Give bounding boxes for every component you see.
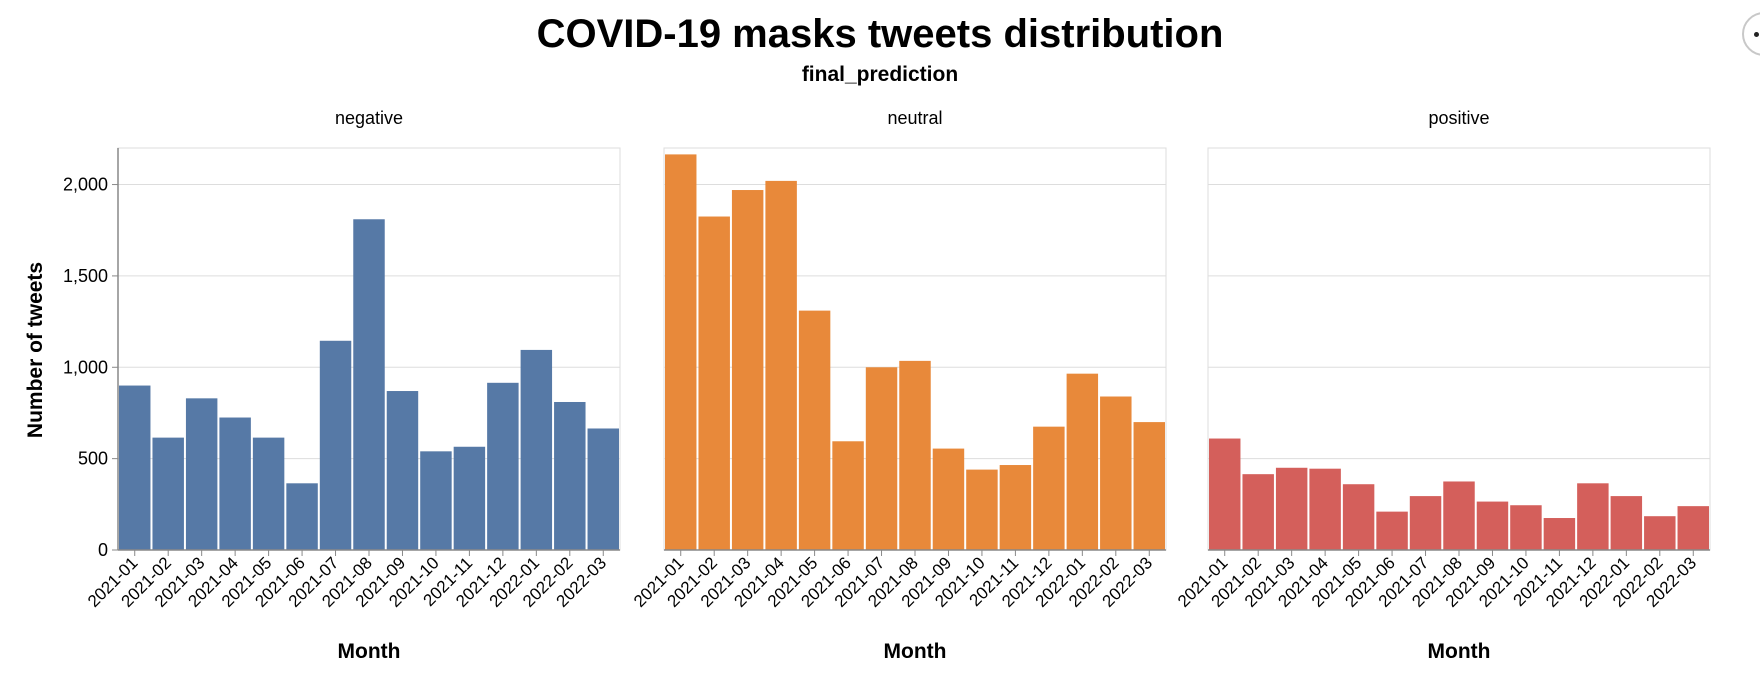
x-axis-label: Month bbox=[338, 640, 401, 663]
bar[interactable] bbox=[353, 219, 385, 550]
bar[interactable] bbox=[119, 385, 151, 550]
bar[interactable] bbox=[1242, 474, 1274, 550]
chart-panels: negative2021-012021-022021-032021-042021… bbox=[63, 108, 1711, 663]
bar[interactable] bbox=[899, 360, 931, 550]
y-axis-label: Number of tweets bbox=[24, 262, 47, 438]
facet-label: positive bbox=[1428, 108, 1489, 128]
bar[interactable] bbox=[1577, 483, 1609, 550]
bar[interactable] bbox=[1677, 506, 1709, 550]
bar[interactable] bbox=[1443, 481, 1475, 550]
bar[interactable] bbox=[1376, 511, 1408, 550]
panel-positive: positive2021-012021-022021-032021-042021… bbox=[1174, 108, 1711, 663]
bar[interactable] bbox=[698, 216, 730, 551]
bar[interactable] bbox=[286, 483, 318, 550]
bar[interactable] bbox=[999, 465, 1032, 550]
bar[interactable] bbox=[765, 180, 797, 550]
bar[interactable] bbox=[932, 448, 965, 550]
x-axis-label: Month bbox=[884, 640, 947, 663]
panel-negative: negative2021-012021-022021-032021-042021… bbox=[63, 108, 621, 663]
bar[interactable] bbox=[1033, 426, 1065, 550]
bar[interactable] bbox=[386, 391, 419, 550]
bar[interactable] bbox=[865, 367, 898, 550]
bar[interactable] bbox=[1476, 501, 1509, 550]
bar[interactable] bbox=[1100, 396, 1132, 550]
bar[interactable] bbox=[1066, 373, 1099, 550]
bar[interactable] bbox=[319, 340, 352, 550]
chart-title: COVID-19 masks tweets distribution bbox=[537, 12, 1224, 56]
bar[interactable] bbox=[665, 154, 697, 551]
bar[interactable] bbox=[1275, 467, 1308, 550]
bar[interactable] bbox=[587, 428, 619, 550]
bar[interactable] bbox=[1409, 496, 1442, 550]
panel-neutral: neutral2021-012021-022021-032021-042021-… bbox=[630, 108, 1167, 663]
bar[interactable] bbox=[1309, 468, 1341, 550]
bar[interactable] bbox=[966, 469, 998, 550]
bar[interactable] bbox=[219, 417, 251, 550]
ellipsis-icon bbox=[1754, 32, 1759, 37]
y-tick-label: 0 bbox=[98, 540, 108, 560]
bar[interactable] bbox=[1543, 518, 1576, 550]
facet-label: negative bbox=[335, 108, 403, 128]
bar[interactable] bbox=[185, 398, 218, 550]
bar[interactable] bbox=[487, 382, 519, 550]
x-axis-label: Month bbox=[1428, 640, 1491, 663]
bar[interactable] bbox=[1644, 516, 1676, 550]
bar[interactable] bbox=[1510, 505, 1542, 550]
bar[interactable] bbox=[152, 437, 184, 550]
bar[interactable] bbox=[1209, 438, 1241, 550]
bar[interactable] bbox=[731, 190, 764, 550]
bar[interactable] bbox=[453, 446, 486, 550]
y-tick-label: 500 bbox=[78, 449, 108, 469]
bar[interactable] bbox=[252, 437, 285, 550]
bar[interactable] bbox=[1133, 422, 1165, 550]
y-tick-label: 1,500 bbox=[63, 266, 108, 286]
bar[interactable] bbox=[554, 401, 586, 550]
bar[interactable] bbox=[520, 349, 553, 550]
bar[interactable] bbox=[1610, 496, 1643, 550]
y-tick-label: 1,000 bbox=[63, 357, 108, 377]
y-tick-label: 2,000 bbox=[63, 175, 108, 195]
bar[interactable] bbox=[1342, 484, 1375, 550]
facet-label: neutral bbox=[887, 108, 942, 128]
bar[interactable] bbox=[832, 441, 864, 550]
facet-header-title: final_prediction bbox=[802, 63, 958, 86]
bar[interactable] bbox=[798, 310, 831, 550]
bar[interactable] bbox=[420, 451, 452, 550]
